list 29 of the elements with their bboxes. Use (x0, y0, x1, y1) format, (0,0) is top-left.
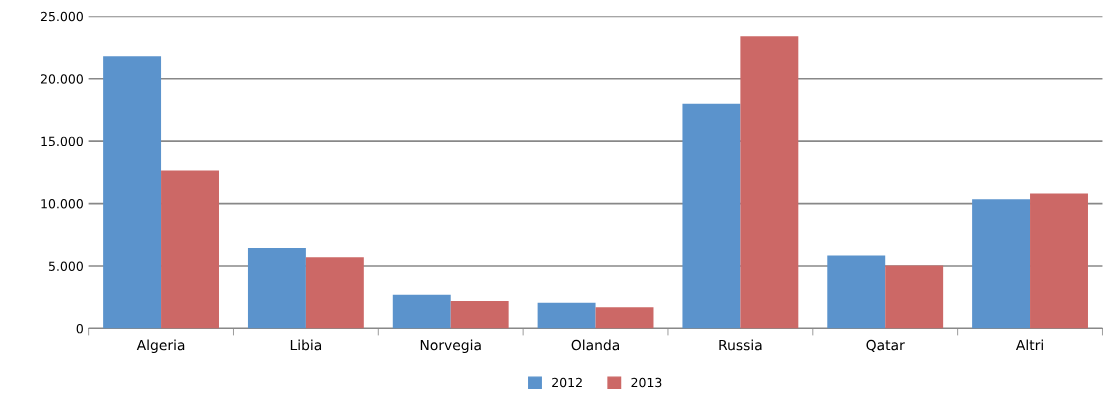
bar (740, 36, 799, 329)
bar (537, 302, 596, 329)
y-tick-label: 20.000 (40, 74, 83, 84)
x-tick-label: Libia (290, 339, 322, 351)
y-tick-label: 15.000 (41, 136, 83, 147)
bar (247, 247, 306, 329)
bar (1030, 193, 1088, 329)
bar (682, 103, 741, 329)
x-tick-label: Norvegia (420, 339, 481, 353)
bar (972, 199, 1031, 329)
bar (103, 56, 162, 329)
y-tick-label: 10.000 (41, 199, 83, 209)
y-tick-label: 0 (76, 323, 83, 334)
x-tick-label: Algeria (136, 339, 185, 353)
x-tick-label: Altri (1015, 339, 1043, 351)
legend-label: 2012 (552, 377, 582, 388)
bar (885, 265, 944, 329)
bar (305, 257, 364, 329)
bar (450, 300, 509, 329)
bar (595, 307, 654, 329)
x-tick-label: Olanda (571, 339, 619, 351)
bar (392, 294, 451, 329)
bar (161, 170, 219, 329)
legend-label: 2013 (631, 377, 662, 388)
x-tick-label: Russia (719, 339, 762, 351)
bar (827, 255, 886, 329)
x-tick-label: Qatar (866, 339, 905, 352)
y-tick-label: 5.000 (48, 261, 83, 271)
y-tick-label: 25.000 (40, 11, 83, 22)
